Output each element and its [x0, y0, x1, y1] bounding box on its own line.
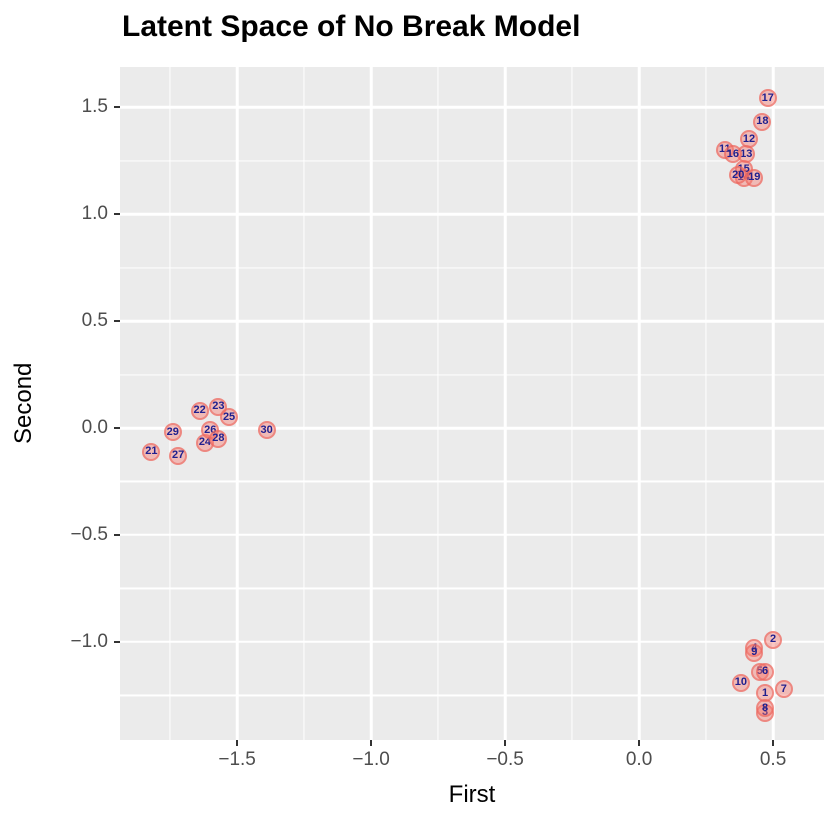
x-minor-gridline — [705, 67, 707, 740]
y-major-gridline — [120, 212, 824, 216]
data-point: 18 — [753, 112, 772, 131]
x-major-gridline — [235, 67, 239, 740]
x-tick-label: 0.5 — [759, 749, 787, 770]
y-major-gridline — [120, 105, 824, 109]
y-tick-label: 1.5 — [81, 96, 108, 118]
plot-panel: 1 2 3 4 5 6 7 8 9 10 11 12 13 14 15 16 17 18 19 20 21 22 23 24 2… — [114, 67, 824, 746]
y-axis-tick-mark — [114, 640, 120, 643]
data-point: 1 — [756, 684, 775, 703]
point-label: 9 — [751, 646, 758, 659]
x-tick-label: −1.5 — [218, 749, 256, 770]
point-label: 16 — [726, 147, 739, 160]
point-label: 7 — [780, 682, 787, 695]
x-minor-gridline — [169, 67, 171, 740]
x-axis-tick-mark — [504, 740, 507, 746]
x-major-gridline — [637, 67, 641, 740]
x-major-gridline — [503, 67, 507, 740]
x-axis-tick-mark — [236, 740, 239, 746]
y-tick-label: −0.5 — [70, 523, 108, 545]
data-point: 27 — [169, 446, 188, 465]
y-axis-tick-labels: 1.5 1.0 0.5 0.0 −0.5 −1.0 — [0, 67, 108, 740]
point-label: 12 — [742, 132, 756, 145]
y-axis-tick-mark — [114, 427, 120, 429]
x-minor-gridline — [437, 67, 439, 740]
y-tick-label: −1.0 — [70, 630, 108, 652]
point-label: 26 — [204, 423, 217, 436]
point-label: 17 — [761, 91, 774, 104]
data-point: 7 — [774, 680, 793, 699]
point-label: 21 — [145, 445, 158, 458]
data-point: 28 — [209, 429, 228, 448]
y-minor-gridline — [120, 694, 824, 697]
y-minor-gridline — [120, 587, 824, 590]
point-label: 29 — [166, 425, 179, 438]
y-major-gridline — [120, 426, 824, 430]
point-label: 27 — [172, 449, 185, 462]
point-label: 22 — [193, 404, 206, 417]
data-point: 20 — [729, 166, 748, 185]
data-point: 10 — [731, 673, 750, 692]
x-axis-tick-mark — [370, 740, 373, 746]
data-point: 22 — [190, 401, 209, 420]
y-minor-gridline — [120, 266, 824, 269]
data-point: 29 — [163, 423, 182, 442]
y-major-gridline — [120, 533, 824, 537]
data-point: 25 — [220, 408, 239, 427]
point-label: 13 — [740, 147, 753, 160]
data-point: 17 — [758, 89, 777, 108]
point-label: 18 — [756, 115, 769, 128]
x-axis-tick-mark — [638, 740, 641, 746]
x-axis-title: First — [448, 781, 496, 808]
y-minor-gridline — [120, 480, 824, 483]
data-point: 6 — [756, 662, 775, 681]
y-axis-tick-mark — [114, 320, 120, 322]
x-tick-label: −0.5 — [486, 749, 524, 770]
point-label: 20 — [732, 168, 745, 181]
x-tick-label: −1.0 — [352, 749, 390, 770]
x-axis-tick-labels: −1.5 −1.0 −0.5 0.0 0.5 — [120, 749, 824, 773]
data-point: 8 — [756, 699, 775, 718]
data-point: 2 — [764, 630, 783, 649]
point-label: 19 — [748, 171, 761, 184]
point-label: 30 — [260, 423, 273, 436]
point-label: 8 — [761, 701, 769, 714]
data-point: 16 — [723, 145, 742, 164]
point-label: 24 — [198, 436, 212, 449]
y-axis-tick-mark — [114, 213, 120, 215]
point-label: 2 — [770, 633, 777, 646]
x-major-gridline — [771, 67, 775, 740]
x-major-gridline — [369, 67, 373, 740]
x-tick-label: 0.0 — [625, 749, 653, 770]
point-label: 10 — [734, 676, 748, 689]
y-tick-label: 0.0 — [81, 417, 108, 438]
point-label: 23 — [212, 400, 225, 413]
data-point: 21 — [142, 442, 161, 461]
y-axis-title: Second — [10, 362, 37, 445]
y-minor-gridline — [120, 373, 824, 376]
y-tick-label: 1.0 — [81, 203, 108, 224]
data-point: 23 — [209, 397, 228, 416]
y-major-gridline — [120, 319, 824, 323]
y-tick-label: 0.5 — [81, 310, 108, 331]
chart-title: Latent Space of No Break Model — [122, 10, 581, 43]
data-point: 19 — [745, 168, 764, 187]
x-axis-tick-mark — [772, 740, 775, 746]
point-label: 6 — [761, 665, 769, 678]
y-axis-tick-mark — [114, 106, 120, 109]
data-point: 9 — [745, 643, 764, 662]
y-minor-gridline — [120, 159, 824, 162]
y-major-gridline — [120, 640, 824, 644]
x-minor-gridline — [303, 67, 305, 740]
data-point: 30 — [257, 421, 276, 440]
point-label: 28 — [212, 432, 225, 445]
point-label: 25 — [222, 410, 236, 423]
point-label: 1 — [761, 686, 769, 699]
x-minor-gridline — [571, 67, 573, 740]
y-axis-tick-mark — [114, 533, 120, 536]
